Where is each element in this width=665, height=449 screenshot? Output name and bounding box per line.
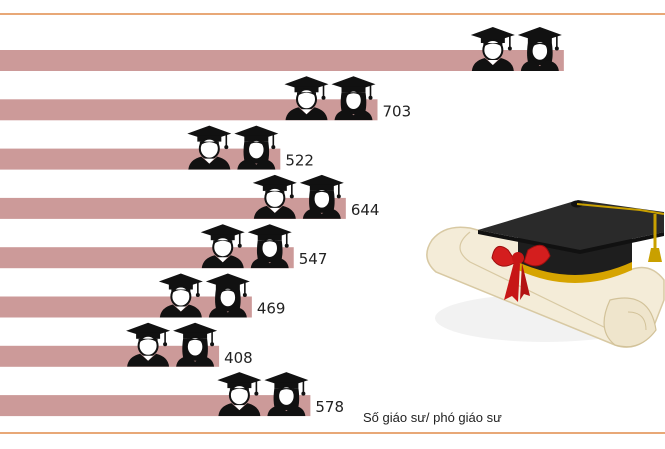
bar-8 <box>0 395 311 417</box>
bar-1 <box>0 50 564 71</box>
bar-value-label-5: 547 <box>299 250 328 268</box>
bar-value-label-7: 408 <box>224 349 253 367</box>
graduation-cap-diploma-icon <box>426 200 665 348</box>
bar-value-label-3: 522 <box>285 152 314 170</box>
axis-caption: Số giáo sư/ phó giáo sư <box>363 410 502 425</box>
bar-value-label-2: 703 <box>383 102 412 120</box>
bar-value-label-6: 469 <box>257 300 286 318</box>
bar-2 <box>0 99 378 121</box>
bar-value-label-4: 644 <box>351 201 380 219</box>
bars-group: 703 522 644 547 469 408 578 <box>0 26 564 417</box>
bar-5 <box>0 247 294 269</box>
bar-value-label-8: 578 <box>315 398 344 416</box>
